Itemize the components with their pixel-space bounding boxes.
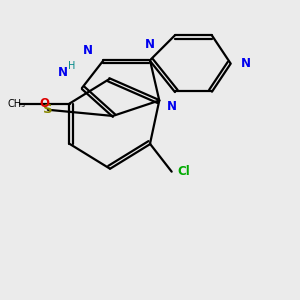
Text: CH₃: CH₃ [8,99,26,109]
Text: N: N [145,38,155,51]
Text: N: N [167,100,177,113]
Text: N: N [83,44,93,57]
Text: N: N [58,66,68,79]
Text: Cl: Cl [178,165,190,178]
Text: N: N [241,57,251,70]
Text: S: S [43,103,52,116]
Text: H: H [68,61,76,71]
Text: O: O [40,97,50,110]
